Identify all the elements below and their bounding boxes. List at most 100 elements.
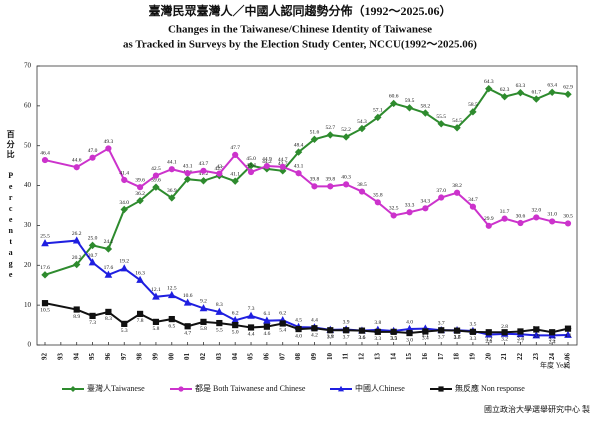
marker [232,321,239,329]
marker [564,325,572,332]
y-axis-label: 百分比 Percentage [6,130,15,281]
data-label: 10.5 [40,307,50,313]
marker [294,148,303,156]
marker [247,168,255,176]
data-label: 43.1 [294,163,304,169]
marker [184,170,191,177]
x-tick-label: 09 [310,353,318,361]
marker [549,329,556,336]
data-label: 54.5 [452,118,462,124]
data-label: 42.5 [215,166,225,172]
data-label: 5.8 [153,326,160,332]
marker [390,212,397,219]
marker [485,222,492,229]
data-label: 3.7 [438,335,445,341]
data-label: 59.5 [405,98,415,104]
data-label: 20.2 [72,255,82,261]
data-label: 3.4 [517,336,524,342]
x-tick-label: 93 [56,353,64,361]
marker [533,326,540,333]
marker [343,327,350,334]
data-label: 17.6 [104,265,114,271]
data-label: 63.4 [547,83,557,89]
source-note: 國立政治大學選舉研究中心 製 [484,404,590,414]
data-label: 31.0 [547,212,557,218]
x-tick-label: 17 [437,353,445,361]
marker [247,324,255,331]
marker [469,328,477,335]
series: 46.4 44.6 47.0 49.3 41.4 39.6 42.5 44.1 43.1 43.7… [40,139,573,229]
data-label: 49.3 [104,139,114,145]
data-label: 6.5 [168,323,175,329]
legend-item: 都是 Both Taiwanese and Chinese [170,384,306,393]
x-tick-label: 99 [152,353,160,361]
data-label: 5.4 [279,328,286,334]
x-tick-label: 22 [516,353,524,361]
chart-title: 臺灣民眾臺灣人／中國人認同趨勢分佈（1992～2025.06） [148,3,451,18]
marker [453,189,461,196]
marker [231,177,239,185]
marker [105,308,112,316]
marker [247,161,255,170]
marker [215,307,224,315]
data-label: 4.0 [295,333,302,339]
data-label: 61.7 [531,89,541,95]
marker [469,203,477,210]
marker [453,124,461,132]
marker [89,154,96,161]
data-label: 38.2 [452,183,462,189]
data-label: 3.6 [454,335,461,341]
marker [421,109,430,117]
marker [405,104,414,112]
marker [88,258,97,266]
marker [88,241,97,250]
legend-item: 臺灣人Taiwanese [62,383,145,393]
marker [342,133,350,141]
data-label: 9.2 [200,299,207,305]
data-label: 40.3 [341,175,351,181]
y-tick-label: 70 [24,62,32,70]
data-label: 55.5 [436,114,446,120]
data-label: 43.1 [183,163,193,169]
data-label: 3.5 [469,321,476,327]
marker [200,167,207,174]
x-tick-label: 98 [136,353,144,361]
data-label: 34.0 [119,200,129,206]
data-label: 3.6 [359,335,366,341]
data-label: 44.1 [167,159,177,165]
data-label: 39.8 [310,177,320,183]
marker [532,331,541,339]
marker [390,328,397,335]
data-label: 41.1 [230,171,240,177]
data-label: 34.3 [421,199,431,205]
marker [183,175,192,183]
x-tick-label: 25.06 [564,353,572,369]
data-label: 6.2 [279,311,286,317]
marker [501,215,508,222]
data-label: 4.4 [248,332,255,338]
data-label: 3.7 [438,321,445,327]
marker [422,205,429,212]
data-label: 3.5 [390,335,397,341]
x-tick-label: 19 [469,353,477,361]
x-tick-label: 14 [389,353,397,361]
marker [438,194,445,201]
x-tick-label: 06 [262,353,270,361]
marker [216,170,223,177]
data-label: 5.5 [216,327,223,333]
marker [549,218,556,225]
data-label: 63.3 [516,83,526,89]
data-label: 7.3 [248,306,255,312]
data-label: 16.3 [135,270,145,276]
y-tick-label: 10 [24,301,32,309]
legend-marker [178,386,184,392]
data-label: 44.6 [72,158,82,164]
marker [41,300,49,307]
data-label: 17.6 [40,265,50,271]
data-label: 39.6 [151,177,161,183]
marker [152,183,160,191]
marker [184,323,191,330]
data-label: 2.6 [485,339,492,345]
marker [121,176,128,184]
data-label: 5.3 [121,328,128,334]
